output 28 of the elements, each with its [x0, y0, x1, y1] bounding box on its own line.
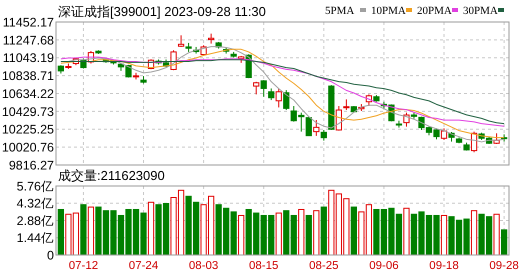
x-tick-label: 07-24: [128, 260, 159, 272]
y-tick-label: 10634.22: [2, 86, 54, 101]
y-tick-label: 4.32亿: [16, 196, 54, 211]
legend-label: 20PMA: [417, 4, 452, 17]
y-tick-label: 10020.76: [2, 140, 54, 154]
y-tick-label: 9816.27: [8, 158, 54, 172]
y-tick-label: 0: [47, 248, 54, 262]
y-tick-label: 11043.19: [2, 51, 54, 66]
y-tick-label: 5.76亿: [16, 179, 54, 194]
x-tick-label: 09-06: [369, 260, 399, 272]
x-tick-label: 09-28: [489, 260, 519, 272]
x-tick-label: 07-12: [68, 260, 98, 272]
y-tick-label: 2.88亿: [16, 214, 54, 228]
y-tick-label: 10225.25: [2, 122, 54, 137]
y-tick-label: 10838.71: [2, 69, 54, 83]
legend-label: 5PMA: [325, 4, 354, 17]
y-tick-label: 11452.17: [2, 15, 54, 30]
y-tick-label: 11247.68: [2, 33, 54, 48]
y-tick-label: 10429.73: [2, 104, 54, 119]
legend-label: 30PMA: [463, 4, 498, 17]
chart-title: 成交量:211623090: [58, 168, 165, 183]
y-tick-label: 1.44亿: [16, 231, 54, 246]
x-tick-label: 09-18: [429, 260, 459, 272]
legend-label: 10PMA: [371, 4, 406, 17]
chart-title: 深证成指[399001] 2023-09-28 11:30: [58, 4, 266, 19]
x-tick-label: 08-03: [188, 260, 218, 272]
x-tick-label: 08-15: [249, 260, 278, 272]
x-tick-label: 08-25: [309, 260, 339, 272]
